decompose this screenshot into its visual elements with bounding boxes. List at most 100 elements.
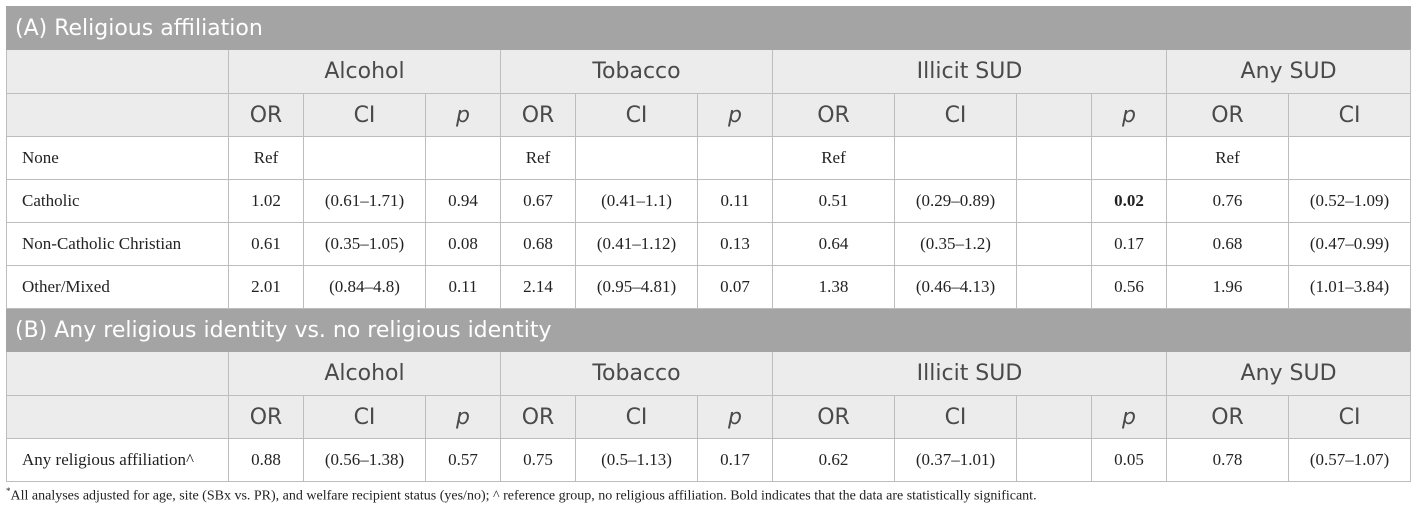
or-value: 2.14: [500, 265, 576, 309]
table-footnote: *All analyses adjusted for age, site (SB…: [6, 486, 1410, 505]
ci-value: (0.84–4.8): [303, 265, 426, 309]
group-header-illicit-sud: Illicit SUD: [772, 351, 1167, 396]
ci-value: (0.52–1.09): [1287, 179, 1412, 223]
or-value: Ref: [772, 136, 895, 180]
p-value: 0.08: [425, 222, 501, 266]
row-label: Any religious affiliation^: [6, 438, 229, 482]
or-value: 1.02: [228, 179, 304, 223]
subheader-or: OR: [1166, 395, 1289, 439]
group-header-any-sud: Any SUD: [1165, 49, 1412, 94]
subheader-ci: CI: [575, 395, 698, 439]
p-value: 0.11: [697, 179, 773, 223]
p-value: [425, 136, 501, 180]
group-header-illicit-sud: Illicit SUD: [772, 49, 1167, 94]
p-value: 0.57: [425, 438, 501, 482]
footnote-marker: *: [6, 486, 11, 496]
subheader-spacer: [1016, 93, 1092, 137]
p-value: 0.02: [1091, 179, 1167, 223]
subheader-spacer: [1016, 395, 1092, 439]
subheader-ci: CI: [303, 93, 426, 137]
group-header-alcohol: Alcohol: [228, 49, 501, 94]
ci-value: (0.35–1.05): [303, 222, 426, 266]
subheader-ci: CI: [1287, 93, 1412, 137]
row-label-subheader: [6, 93, 229, 137]
subheader-or: OR: [772, 395, 895, 439]
ci-value: (0.29–0.89): [894, 179, 1017, 223]
or-value: 1.96: [1166, 265, 1289, 309]
or-value: Ref: [1166, 136, 1289, 180]
or-value: 0.62: [772, 438, 895, 482]
group-header-tobacco: Tobacco: [500, 351, 773, 396]
p-value: 0.13: [697, 222, 773, 266]
or-value: 0.78: [1166, 438, 1289, 482]
row-label: Other/Mixed: [6, 265, 229, 309]
section-b-title-row: (B) Any religious identity vs. no religi…: [5, 308, 1412, 352]
p-value: 0.94: [425, 179, 501, 223]
row-label-header: [6, 49, 229, 94]
subheader-or: OR: [500, 93, 576, 137]
ci-value: [894, 136, 1017, 180]
row-label-subheader: [6, 395, 229, 439]
section-b-title: (B) Any religious identity vs. no religi…: [5, 308, 1412, 352]
table-row: Any religious affiliation^ 0.88 (0.56–1.38…: [6, 438, 1412, 482]
section-a-title: (A) Religious affiliation: [5, 6, 1412, 50]
ci-value: (0.41–1.1): [575, 179, 698, 223]
sub-header-row: ORCIpORCIpORCIpORCIp: [6, 395, 1412, 439]
row-label: Catholic: [6, 179, 229, 223]
section-a-title-row: (A) Religious affiliation: [5, 6, 1412, 50]
results-table-figure: (A) Religious affiliation Alcohol Tobacco I…: [5, 6, 1412, 505]
or-value: 0.68: [500, 222, 576, 266]
p-value: 0.17: [697, 438, 773, 482]
subheader-or: OR: [228, 395, 304, 439]
ci-value: (0.61–1.71): [303, 179, 426, 223]
group-header-tobacco: Tobacco: [500, 49, 773, 94]
p-value: 0.56: [1091, 265, 1167, 309]
subheader-or: OR: [772, 93, 895, 137]
odds-ratio-table: (A) Religious affiliation Alcohol Tobacco I…: [5, 6, 1412, 482]
p-value: [697, 136, 773, 180]
ci-value: [303, 136, 426, 180]
subheader-or: OR: [1166, 93, 1289, 137]
ci-value: (0.57–1.07): [1287, 438, 1412, 482]
cell-spacer: [1016, 265, 1092, 309]
cell-spacer: [1016, 136, 1092, 180]
subheader-p: p: [1091, 395, 1167, 439]
ci-value: (0.46–4.13): [894, 265, 1017, 309]
or-value: 0.88: [228, 438, 304, 482]
table-row: None Ref Ref Ref Ref: [6, 136, 1412, 180]
subheader-p: p: [425, 395, 501, 439]
subheader-ci: CI: [303, 395, 426, 439]
ci-value: [575, 136, 698, 180]
or-value: 0.75: [500, 438, 576, 482]
ci-value: (0.95–4.81): [575, 265, 698, 309]
or-value: 0.67: [500, 179, 576, 223]
row-label: Non-Catholic Christian: [6, 222, 229, 266]
footnote-text: All analyses adjusted for age, site (SBx…: [10, 488, 1037, 504]
or-value: 0.76: [1166, 179, 1289, 223]
p-value: [1091, 136, 1167, 180]
subheader-p: p: [1091, 93, 1167, 137]
or-value: 1.38: [772, 265, 895, 309]
or-value: 0.51: [772, 179, 895, 223]
ci-value: (1.01–3.84): [1287, 265, 1412, 309]
subheader-or: OR: [228, 93, 304, 137]
significant-value: 0.02: [1114, 191, 1144, 210]
subheader-ci: CI: [894, 93, 1017, 137]
subheader-ci: CI: [1287, 395, 1412, 439]
ci-value: [1287, 136, 1412, 180]
group-header-any-sud: Any SUD: [1165, 351, 1412, 396]
ci-value: (0.56–1.38): [303, 438, 426, 482]
or-value: Ref: [228, 136, 304, 180]
group-header-row: Alcohol Tobacco Illicit SUD Any SUD: [6, 49, 1412, 94]
subheader-ci: CI: [575, 93, 698, 137]
or-value: 0.64: [772, 222, 895, 266]
group-header-alcohol: Alcohol: [228, 351, 501, 396]
group-header-row: Alcohol Tobacco Illicit SUD Any SUD: [6, 351, 1412, 396]
p-value: 0.17: [1091, 222, 1167, 266]
or-value: 2.01: [228, 265, 304, 309]
or-value: 0.61: [228, 222, 304, 266]
subheader-p: p: [697, 93, 773, 137]
cell-spacer: [1016, 222, 1092, 266]
subheader-p: p: [425, 93, 501, 137]
subheader-or: OR: [500, 395, 576, 439]
